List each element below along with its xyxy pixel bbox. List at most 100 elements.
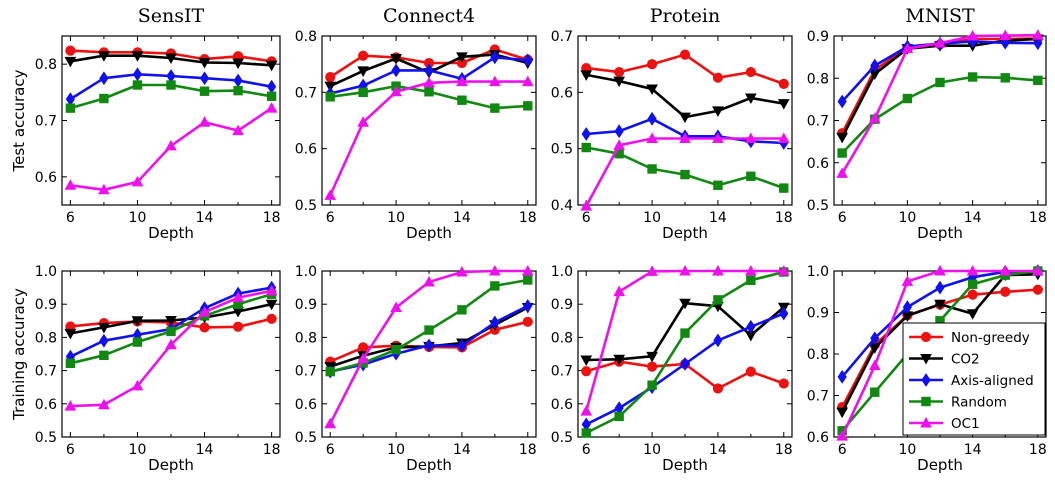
data-point-oc1 xyxy=(744,264,757,276)
data-point-axis-aligned xyxy=(837,369,847,384)
data-point-axis-aligned xyxy=(870,58,880,73)
y-tick-label: 0.7 xyxy=(551,364,573,380)
x-axis-label: Depth xyxy=(148,224,194,242)
x-tick-label: 10 xyxy=(387,210,405,226)
data-point-axis-aligned xyxy=(713,333,723,348)
data-point-random xyxy=(870,387,880,397)
data-point-non-greedy xyxy=(581,366,592,377)
data-point-co2 xyxy=(613,76,626,88)
data-point-random xyxy=(680,169,690,180)
data-point-oc1 xyxy=(324,417,337,429)
data-point-random xyxy=(166,326,176,337)
data-point-random xyxy=(746,275,756,285)
x-tick-label: 18 xyxy=(519,442,537,458)
data-point-non-greedy xyxy=(266,313,277,324)
data-point-oc1 xyxy=(165,139,177,151)
data-point-axis-aligned xyxy=(902,300,912,315)
data-point-oc1 xyxy=(456,265,468,277)
data-point-non-greedy xyxy=(646,361,658,372)
y-tick-label: 0.5 xyxy=(295,198,317,214)
data-point-random xyxy=(1033,75,1043,86)
x-tick-label: 18 xyxy=(263,442,281,458)
data-point-non-greedy xyxy=(745,366,756,377)
panel-train-1-train: 6 10 14 18 0.5 0.6 0.7 0.8 0.9 1.0 Depth Training a… xyxy=(10,264,281,474)
x-tick-label: 18 xyxy=(1029,210,1047,226)
data-point-oc1 xyxy=(1031,264,1044,276)
x-tick-label: 18 xyxy=(775,210,793,226)
data-point-axis-aligned xyxy=(779,306,789,321)
data-point-co2 xyxy=(456,52,468,63)
data-point-axis-aligned xyxy=(99,71,109,86)
legend-entry-oc1: OC1 xyxy=(909,416,980,432)
data-point-co2 xyxy=(98,322,110,334)
y-tick-label: 0.6 xyxy=(807,430,829,446)
data-point-non-greedy xyxy=(358,50,369,61)
data-point-oc1 xyxy=(712,264,724,276)
x-axis-label: Depth xyxy=(148,456,194,474)
data-point-oc1 xyxy=(901,275,914,286)
data-point-oc1 xyxy=(777,264,790,276)
x-axis-label: Depth xyxy=(662,456,708,474)
data-point-random xyxy=(523,275,533,285)
legend-label: Non-greedy xyxy=(951,330,1030,346)
data-point-co2 xyxy=(232,58,244,70)
x-tick-label: 10 xyxy=(387,442,405,458)
panel-title: Connect4 xyxy=(383,5,475,27)
data-point-co2 xyxy=(934,299,946,311)
data-point-random xyxy=(99,350,109,361)
y-tick-label: 0.7 xyxy=(295,85,317,101)
data-point-non-greedy xyxy=(614,66,625,78)
y-tick-label: 0.5 xyxy=(551,430,573,446)
data-point-random xyxy=(746,171,756,181)
data-point-oc1 xyxy=(390,301,402,313)
data-point-random xyxy=(935,77,945,88)
data-point-axis-aligned xyxy=(581,127,591,141)
series-co2 xyxy=(580,70,790,124)
data-point-random xyxy=(1000,73,1010,83)
data-point-random xyxy=(457,95,467,105)
data-point-axis-aligned xyxy=(233,73,243,88)
data-point-oc1 xyxy=(265,284,278,296)
y-tick-label: 0.9 xyxy=(807,29,829,45)
y-tick-label: 0.6 xyxy=(551,397,573,413)
data-point-co2 xyxy=(131,51,144,62)
data-point-random xyxy=(902,93,913,104)
data-point-oc1 xyxy=(613,139,626,150)
data-point-random xyxy=(391,344,401,355)
legend-marker xyxy=(921,396,931,407)
series-oc1 xyxy=(64,284,278,411)
data-point-random xyxy=(233,85,243,96)
data-point-random xyxy=(457,305,467,315)
data-point-random xyxy=(99,93,109,104)
data-point-oc1 xyxy=(198,116,211,127)
data-point-non-greedy xyxy=(1032,284,1043,295)
data-point-non-greedy xyxy=(712,383,724,394)
panel-title: SensIT xyxy=(138,5,205,27)
data-point-non-greedy xyxy=(778,78,789,89)
data-point-axis-aligned xyxy=(523,298,533,313)
data-point-co2 xyxy=(98,51,110,62)
data-point-oc1 xyxy=(999,264,1012,276)
x-tick-label: 18 xyxy=(519,210,537,226)
data-point-axis-aligned xyxy=(424,338,434,353)
data-point-oc1 xyxy=(232,291,244,303)
x-tick-label: 6 xyxy=(66,210,75,226)
x-tick-label: 6 xyxy=(838,442,847,458)
data-point-oc1 xyxy=(324,189,337,200)
panel-title: MNIST xyxy=(905,5,975,27)
data-point-oc1 xyxy=(232,124,244,136)
y-tick-label: 0.6 xyxy=(295,142,317,158)
data-point-co2 xyxy=(580,70,593,81)
data-point-oc1 xyxy=(357,116,370,127)
data-point-non-greedy xyxy=(646,59,658,70)
data-point-co2 xyxy=(836,132,849,144)
series-oc1 xyxy=(64,102,278,195)
legend-entry-co2: CO2 xyxy=(909,352,980,368)
data-point-axis-aligned xyxy=(523,53,533,68)
data-point-non-greedy xyxy=(522,316,533,327)
data-point-random xyxy=(490,281,500,291)
y-tick-label: 1.0 xyxy=(35,264,57,280)
y-tick-label: 0.7 xyxy=(551,29,573,45)
data-point-axis-aligned xyxy=(166,69,176,83)
y-tick-label: 0.6 xyxy=(295,397,317,413)
